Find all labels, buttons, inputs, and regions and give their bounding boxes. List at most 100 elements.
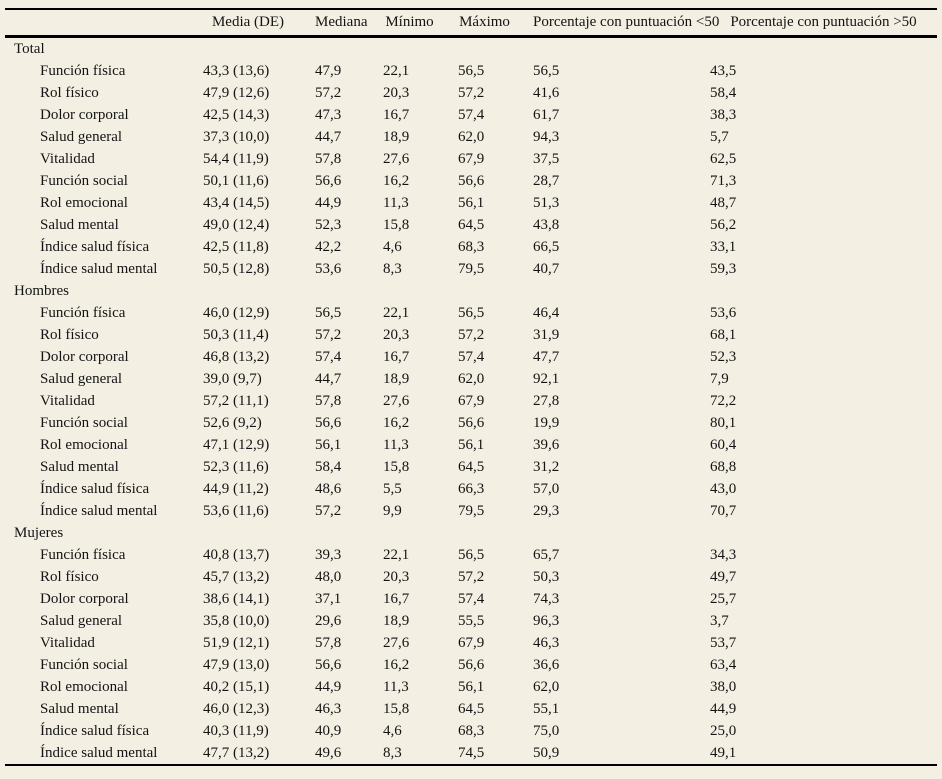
cell-maximo: 66,3 bbox=[458, 480, 485, 497]
cell-pct-over-50: 38,3 bbox=[710, 106, 737, 123]
table-row: Salud general 37,3 (10,0) 44,7 18,9 62,0… bbox=[5, 126, 937, 148]
table-row: Vitalidad 51,9 (12,1) 57,8 27,6 67,9 46,… bbox=[5, 632, 937, 654]
cell-maximo: 56,5 bbox=[458, 304, 485, 321]
cell-pct-over-50: 44,9 bbox=[710, 700, 737, 717]
cell-pct-over-50: 62,5 bbox=[710, 150, 737, 167]
header-pct-under-50: Porcentaje con puntuación <50 bbox=[533, 9, 719, 38]
row-label: Vitalidad bbox=[40, 150, 95, 167]
cell-pct-over-50: 70,7 bbox=[710, 502, 737, 519]
cell-media-de: 42,5 (14,3) bbox=[203, 106, 270, 123]
cell-pct-under-50: 43,8 bbox=[533, 216, 560, 233]
table-row: Dolor corporal 38,6 (14,1) 37,1 16,7 57,… bbox=[5, 588, 937, 610]
cell-pct-under-50: 65,7 bbox=[533, 546, 560, 563]
table-body: Total Función física 43,3 (13,6) 47,9 22… bbox=[5, 37, 937, 766]
cell-mediana: 29,6 bbox=[315, 612, 342, 629]
header-row: Media (DE) Mediana Mínimo Máximo Porcent… bbox=[5, 9, 937, 38]
cell-maximo: 55,5 bbox=[458, 612, 485, 629]
cell-pct-under-50: 46,3 bbox=[533, 634, 560, 651]
cell-minimo: 27,6 bbox=[383, 150, 410, 167]
group-header-row: Mujeres bbox=[5, 522, 937, 544]
cell-media-de: 39,0 (9,7) bbox=[203, 370, 262, 387]
cell-maximo: 56,1 bbox=[458, 678, 485, 695]
cell-media-de: 40,2 (15,1) bbox=[203, 678, 270, 695]
cell-maximo: 79,5 bbox=[458, 502, 485, 519]
cell-pct-over-50: 59,3 bbox=[710, 260, 737, 277]
row-label: Índice salud mental bbox=[40, 744, 158, 761]
cell-media-de: 45,7 (13,2) bbox=[203, 568, 270, 585]
table-row: Rol emocional 47,1 (12,9) 56,1 11,3 56,1… bbox=[5, 434, 937, 456]
row-label: Rol emocional bbox=[40, 678, 128, 695]
cell-pct-under-50: 55,1 bbox=[533, 700, 560, 717]
row-label: Función social bbox=[40, 172, 128, 189]
cell-minimo: 18,9 bbox=[383, 612, 410, 629]
cell-minimo: 16,2 bbox=[383, 172, 410, 189]
cell-pct-over-50: 3,7 bbox=[710, 612, 729, 629]
group-label: Total bbox=[14, 40, 45, 57]
cell-pct-over-50: 49,1 bbox=[710, 744, 737, 761]
row-label: Dolor corporal bbox=[40, 348, 129, 365]
cell-maximo: 68,3 bbox=[458, 238, 485, 255]
cell-minimo: 27,6 bbox=[383, 392, 410, 409]
cell-minimo: 22,1 bbox=[383, 62, 410, 79]
row-label: Rol emocional bbox=[40, 436, 128, 453]
cell-pct-under-50: 37,5 bbox=[533, 150, 560, 167]
cell-pct-under-50: 56,5 bbox=[533, 62, 560, 79]
cell-pct-under-50: 40,7 bbox=[533, 260, 560, 277]
row-label: Salud mental bbox=[40, 458, 119, 475]
cell-pct-over-50: 5,7 bbox=[710, 128, 729, 145]
cell-pct-under-50: 31,2 bbox=[533, 458, 560, 475]
row-label: Índice salud mental bbox=[40, 260, 158, 277]
cell-pct-over-50: 72,2 bbox=[710, 392, 737, 409]
cell-pct-under-50: 39,6 bbox=[533, 436, 560, 453]
cell-maximo: 57,2 bbox=[458, 84, 485, 101]
cell-pct-over-50: 68,8 bbox=[710, 458, 737, 475]
cell-pct-over-50: 68,1 bbox=[710, 326, 737, 343]
cell-mediana: 42,2 bbox=[315, 238, 342, 255]
cell-mediana: 57,2 bbox=[315, 84, 342, 101]
table-row: Función física 40,8 (13,7) 39,3 22,1 56,… bbox=[5, 544, 937, 566]
row-label: Rol emocional bbox=[40, 194, 128, 211]
table-row: Índice salud mental 53,6 (11,6) 57,2 9,9… bbox=[5, 500, 937, 522]
table-row: Dolor corporal 42,5 (14,3) 47,3 16,7 57,… bbox=[5, 104, 937, 126]
cell-minimo: 22,1 bbox=[383, 304, 410, 321]
cell-mediana: 57,2 bbox=[315, 326, 342, 343]
cell-pct-under-50: 50,3 bbox=[533, 568, 560, 585]
cell-maximo: 56,5 bbox=[458, 62, 485, 79]
cell-maximo: 64,5 bbox=[458, 458, 485, 475]
row-label: Dolor corporal bbox=[40, 590, 129, 607]
cell-mediana: 47,9 bbox=[315, 62, 342, 79]
cell-pct-under-50: 66,5 bbox=[533, 238, 560, 255]
cell-media-de: 40,3 (11,9) bbox=[203, 722, 269, 739]
cell-maximo: 67,9 bbox=[458, 392, 485, 409]
cell-media-de: 43,4 (14,5) bbox=[203, 194, 270, 211]
row-label: Índice salud mental bbox=[40, 502, 158, 519]
table-row: Salud general 35,8 (10,0) 29,6 18,9 55,5… bbox=[5, 610, 937, 632]
cell-media-de: 57,2 (11,1) bbox=[203, 392, 269, 409]
cell-mediana: 58,4 bbox=[315, 458, 342, 475]
cell-mediana: 56,6 bbox=[315, 656, 342, 673]
cell-media-de: 49,0 (12,4) bbox=[203, 216, 270, 233]
cell-pct-over-50: 56,2 bbox=[710, 216, 737, 233]
cell-minimo: 27,6 bbox=[383, 634, 410, 651]
cell-pct-over-50: 58,4 bbox=[710, 84, 737, 101]
cell-media-de: 52,6 (9,2) bbox=[203, 414, 262, 431]
cell-media-de: 46,0 (12,9) bbox=[203, 304, 270, 321]
cell-minimo: 11,3 bbox=[383, 194, 409, 211]
cell-maximo: 56,1 bbox=[458, 436, 485, 453]
cell-maximo: 68,3 bbox=[458, 722, 485, 739]
cell-media-de: 47,7 (13,2) bbox=[203, 744, 270, 761]
row-label: Rol físico bbox=[40, 84, 99, 101]
table-row: Función social 47,9 (13,0) 56,6 16,2 56,… bbox=[5, 654, 937, 676]
cell-pct-under-50: 96,3 bbox=[533, 612, 560, 629]
cell-media-de: 38,6 (14,1) bbox=[203, 590, 270, 607]
cell-media-de: 43,3 (13,6) bbox=[203, 62, 270, 79]
cell-minimo: 4,6 bbox=[383, 722, 402, 739]
row-label: Salud general bbox=[40, 612, 123, 629]
row-label: Salud mental bbox=[40, 216, 119, 233]
header-media-de: Media (DE) bbox=[203, 9, 315, 38]
cell-pct-under-50: 28,7 bbox=[533, 172, 560, 189]
row-label: Índice salud física bbox=[40, 480, 150, 497]
cell-media-de: 47,9 (12,6) bbox=[203, 84, 270, 101]
cell-pct-over-50: 7,9 bbox=[710, 370, 729, 387]
cell-minimo: 16,7 bbox=[383, 348, 410, 365]
